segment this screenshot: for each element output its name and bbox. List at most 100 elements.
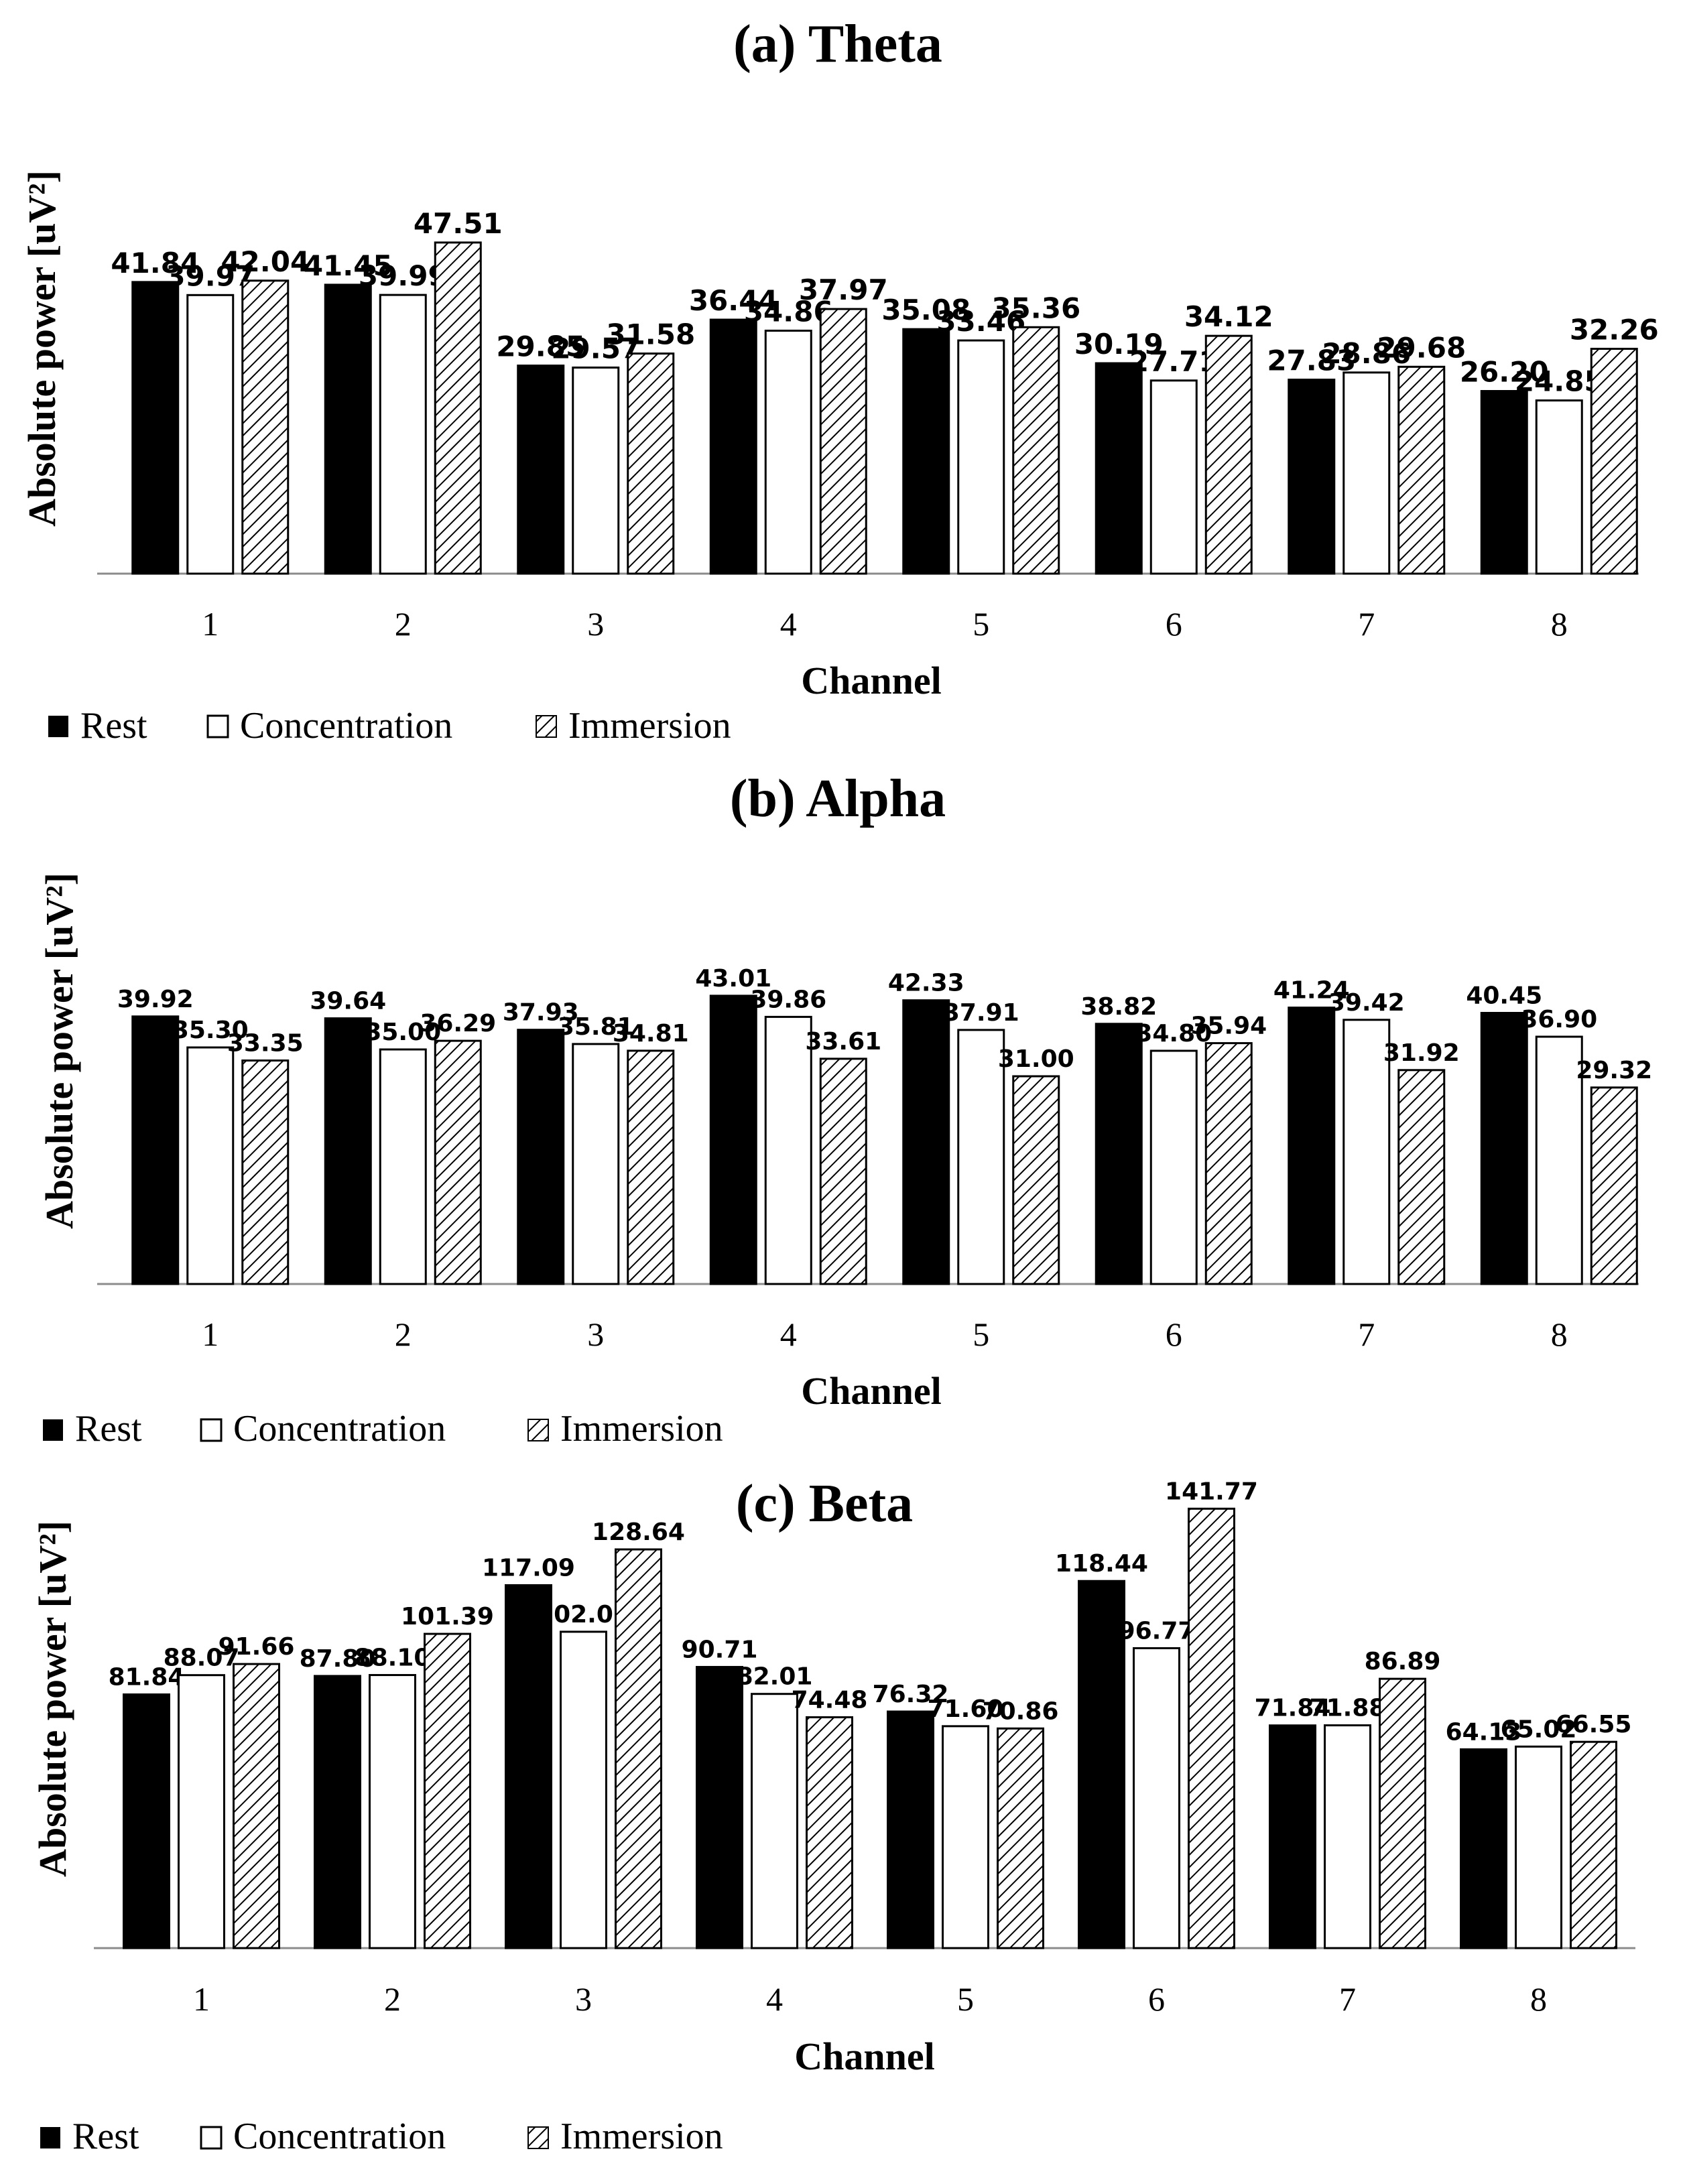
bar-immersion-ch3 xyxy=(628,354,674,574)
legend-concentration-label: Concentration xyxy=(233,1408,446,1450)
data-label-rest-ch3: 117.09 xyxy=(482,1554,575,1582)
beta-y-axis-label: Absolute power [uV²] xyxy=(31,1521,74,1877)
bar-rest-ch2 xyxy=(315,1676,361,1948)
data-label-immersion-ch5: 70.86 xyxy=(983,1697,1059,1725)
bar-immersion-ch3 xyxy=(616,1549,662,1948)
bar-immersion-ch8 xyxy=(1591,1088,1637,1284)
data-label-immersion-ch6: 35.94 xyxy=(1190,1013,1267,1040)
data-label-immersion-ch7: 86.89 xyxy=(1365,1648,1441,1675)
x-tick-label: 6 xyxy=(1166,1315,1182,1353)
bar-rest-ch3 xyxy=(506,1585,552,1948)
data-label-immersion-ch3: 128.64 xyxy=(592,1519,685,1546)
bar-concentration-ch4 xyxy=(765,1017,811,1284)
bar-rest-ch4 xyxy=(710,996,756,1284)
bar-rest-ch4 xyxy=(697,1667,743,1948)
alpha-x-axis-label: Channel xyxy=(801,1369,942,1413)
data-label-immersion-ch2: 36.29 xyxy=(420,1010,496,1037)
bar-rest-ch2 xyxy=(325,285,371,574)
bar-rest-ch5 xyxy=(903,329,949,574)
alpha-legend: Rest Concentration Immersion xyxy=(43,1408,723,1450)
bar-concentration-ch2 xyxy=(380,295,426,574)
x-tick-label: 2 xyxy=(395,1315,412,1353)
bar-concentration-ch1 xyxy=(179,1675,225,1948)
bar-concentration-ch8 xyxy=(1536,1037,1582,1284)
bar-rest-ch7 xyxy=(1270,1726,1316,1948)
legend-rest-swatch xyxy=(43,1419,63,1441)
data-label-immersion-ch4: 74.48 xyxy=(792,1687,868,1714)
bar-concentration-ch5 xyxy=(943,1726,989,1948)
legend-immersion-label: Immersion xyxy=(560,1408,723,1450)
data-label-concentration-ch2: 88.10 xyxy=(355,1645,431,1672)
data-label-immersion-ch4: 33.61 xyxy=(805,1028,881,1055)
legend-immersion-swatch xyxy=(536,716,556,737)
legend-rest-label: Rest xyxy=(72,2116,139,2157)
x-tick-label: 3 xyxy=(587,605,604,643)
data-label-immersion-ch6: 141.77 xyxy=(1165,1478,1258,1505)
bar-concentration-ch4 xyxy=(765,330,811,574)
bar-rest-ch8 xyxy=(1481,391,1527,574)
bar-immersion-ch1 xyxy=(243,281,288,574)
alpha-y-axis-label: Absolute power [uV²] xyxy=(38,873,81,1229)
data-label-immersion-ch3: 31.58 xyxy=(606,318,695,351)
bar-concentration-ch3 xyxy=(561,1632,607,1948)
bar-immersion-ch5 xyxy=(1013,1076,1059,1284)
beta-x-ticks: 12345678 xyxy=(193,1980,1547,2018)
bar-immersion-ch1 xyxy=(234,1664,279,1948)
bar-rest-ch8 xyxy=(1461,1749,1507,1948)
data-label-immersion-ch2: 101.39 xyxy=(401,1603,494,1630)
x-tick-label: 5 xyxy=(973,1315,989,1353)
bar-concentration-ch5 xyxy=(958,1030,1004,1284)
bar-concentration-ch2 xyxy=(380,1049,426,1284)
data-label-concentration-ch4: 39.86 xyxy=(750,986,826,1013)
legend-concentration-swatch xyxy=(208,716,228,737)
bar-rest-ch1 xyxy=(133,282,178,574)
legend-rest-label: Rest xyxy=(75,1408,142,1450)
data-label-rest-ch6: 38.82 xyxy=(1080,993,1157,1021)
bar-concentration-ch4 xyxy=(752,1694,798,1948)
bar-concentration-ch3 xyxy=(573,367,619,574)
theta-y-axis-label: Absolute power [uV²] xyxy=(20,170,64,527)
x-tick-label: 7 xyxy=(1358,1315,1375,1353)
bar-immersion-ch7 xyxy=(1380,1679,1426,1948)
beta-x-axis-label: Channel xyxy=(794,2035,935,2078)
data-label-concentration-ch5: 37.91 xyxy=(943,999,1019,1027)
legend-immersion-label: Immersion xyxy=(568,705,731,747)
theta-legend: Rest Concentration Immersion xyxy=(48,705,731,747)
bar-rest-ch1 xyxy=(124,1694,170,1948)
data-label-immersion-ch1: 42.04 xyxy=(221,245,310,278)
legend-immersion-label: Immersion xyxy=(560,2116,723,2157)
beta-chart: (c) Beta Absolute power [uV²] 81.8488.07… xyxy=(31,1474,1635,2157)
bar-immersion-ch7 xyxy=(1399,367,1444,574)
bar-rest-ch6 xyxy=(1096,1024,1141,1284)
bar-rest-ch6 xyxy=(1079,1581,1125,1948)
beta-bars: 81.8488.0791.66 87.8088.10101.39117.09102… xyxy=(109,1478,1632,1948)
bar-concentration-ch7 xyxy=(1325,1726,1371,1948)
alpha-chart: (b) Alpha Absolute power [uV²] 39.9235.3… xyxy=(38,769,1652,1450)
data-label-concentration-ch8: 36.90 xyxy=(1521,1006,1597,1033)
theta-chart: (a) Theta Absolute power [uV²] 41.8439.9… xyxy=(20,15,1659,747)
bar-rest-ch1 xyxy=(133,1017,178,1284)
bar-immersion-ch6 xyxy=(1206,336,1251,574)
x-tick-label: 1 xyxy=(193,1980,210,2018)
data-label-immersion-ch8: 32.26 xyxy=(1570,313,1659,346)
x-tick-label: 8 xyxy=(1530,1980,1547,2018)
bar-concentration-ch7 xyxy=(1344,1020,1389,1284)
x-tick-label: 8 xyxy=(1551,605,1568,643)
data-label-immersion-ch5: 35.36 xyxy=(991,292,1080,324)
data-label-immersion-ch1: 91.66 xyxy=(219,1633,295,1661)
bar-concentration-ch3 xyxy=(573,1044,619,1284)
bar-concentration-ch2 xyxy=(370,1675,416,1948)
x-tick-label: 7 xyxy=(1339,1980,1356,2018)
bar-concentration-ch1 xyxy=(188,1047,233,1284)
theta-x-ticks: 1 2 3 4 5 6 7 8 xyxy=(202,605,1568,643)
bar-rest-ch3 xyxy=(518,366,564,574)
x-tick-label: 2 xyxy=(395,605,412,643)
x-tick-label: 6 xyxy=(1166,605,1182,643)
data-label-immersion-ch8: 29.32 xyxy=(1576,1057,1652,1084)
data-label-immersion-ch3: 34.81 xyxy=(613,1020,689,1047)
x-tick-label: 1 xyxy=(202,1315,219,1353)
data-label-concentration-ch7: 71.88 xyxy=(1310,1695,1386,1722)
data-label-immersion-ch4: 37.97 xyxy=(799,273,888,306)
bar-immersion-ch5 xyxy=(998,1728,1044,1948)
